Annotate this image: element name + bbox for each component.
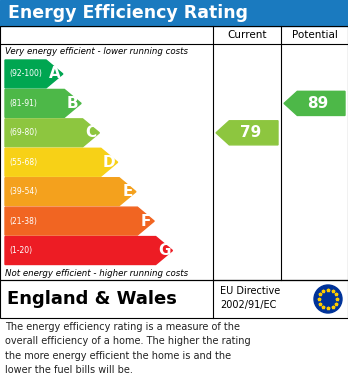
Text: England & Wales: England & Wales	[7, 290, 177, 308]
Text: Energy Efficiency Rating: Energy Efficiency Rating	[8, 4, 248, 22]
Polygon shape	[5, 178, 136, 206]
Text: B: B	[67, 96, 79, 111]
Text: Current: Current	[227, 30, 267, 40]
Text: E: E	[122, 184, 133, 199]
Text: (1-20): (1-20)	[9, 246, 32, 255]
Polygon shape	[5, 207, 154, 235]
Text: Potential: Potential	[292, 30, 338, 40]
Text: (55-68): (55-68)	[9, 158, 37, 167]
Polygon shape	[5, 237, 173, 264]
Polygon shape	[216, 121, 278, 145]
Text: EU Directive
2002/91/EC: EU Directive 2002/91/EC	[220, 286, 280, 310]
Text: Very energy efficient - lower running costs: Very energy efficient - lower running co…	[5, 47, 188, 57]
Text: (69-80): (69-80)	[9, 128, 37, 137]
Text: G: G	[158, 243, 171, 258]
Text: (21-38): (21-38)	[9, 217, 37, 226]
Text: (92-100): (92-100)	[9, 70, 42, 79]
Circle shape	[314, 285, 342, 313]
Bar	[0, 26, 348, 280]
Text: C: C	[86, 126, 97, 140]
Text: D: D	[103, 155, 116, 170]
Polygon shape	[5, 148, 118, 176]
Bar	[0, 280, 348, 318]
Text: 79: 79	[240, 126, 261, 140]
Polygon shape	[284, 91, 345, 115]
Bar	[0, 0, 348, 26]
Polygon shape	[5, 119, 100, 147]
Text: A: A	[49, 66, 60, 81]
Polygon shape	[5, 60, 63, 88]
Text: Not energy efficient - higher running costs: Not energy efficient - higher running co…	[5, 269, 188, 278]
Text: (39-54): (39-54)	[9, 187, 37, 196]
Polygon shape	[5, 90, 81, 117]
Text: (81-91): (81-91)	[9, 99, 37, 108]
Text: F: F	[141, 213, 151, 229]
Text: 89: 89	[307, 96, 329, 111]
Text: The energy efficiency rating is a measure of the
overall efficiency of a home. T: The energy efficiency rating is a measur…	[5, 322, 251, 375]
